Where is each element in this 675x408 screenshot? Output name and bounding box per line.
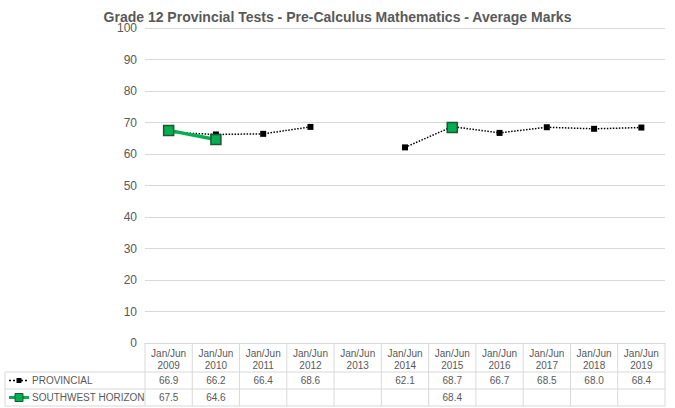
svg-text:2019: 2019 [630, 360, 653, 371]
svg-text:2014: 2014 [394, 360, 417, 371]
svg-text:2013: 2013 [347, 360, 370, 371]
svg-text:20: 20 [124, 273, 138, 287]
svg-text:70: 70 [124, 116, 138, 130]
svg-text:Jan/Jun: Jan/Jun [624, 348, 659, 359]
svg-text:2009: 2009 [158, 360, 181, 371]
svg-text:68.5: 68.5 [537, 375, 557, 386]
svg-text:30: 30 [124, 242, 138, 256]
svg-text:Grade 12 Provincial Tests - Pr: Grade 12 Provincial Tests - Pre-Calculus… [104, 9, 572, 25]
svg-text:64.6: 64.6 [206, 392, 226, 403]
svg-text:Jan/Jun: Jan/Jun [246, 348, 281, 359]
svg-text:2018: 2018 [583, 360, 606, 371]
svg-text:50: 50 [124, 179, 138, 193]
svg-text:SOUTHWEST HORIZON: SOUTHWEST HORIZON [32, 392, 145, 403]
svg-text:2010: 2010 [205, 360, 228, 371]
svg-text:66.2: 66.2 [206, 375, 226, 386]
svg-text:PROVINCIAL: PROVINCIAL [32, 375, 93, 386]
svg-text:Jan/Jun: Jan/Jun [151, 348, 186, 359]
svg-text:80: 80 [124, 84, 138, 98]
svg-text:Jan/Jun: Jan/Jun [340, 348, 375, 359]
svg-text:66.9: 66.9 [159, 375, 179, 386]
svg-text:68.6: 68.6 [301, 375, 321, 386]
svg-text:40: 40 [124, 210, 138, 224]
svg-text:68.4: 68.4 [443, 392, 463, 403]
svg-text:2015: 2015 [441, 360, 464, 371]
svg-text:68.7: 68.7 [443, 375, 463, 386]
svg-text:Jan/Jun: Jan/Jun [387, 348, 422, 359]
svg-text:66.7: 66.7 [490, 375, 510, 386]
svg-text:Jan/Jun: Jan/Jun [293, 348, 328, 359]
svg-text:2016: 2016 [488, 360, 511, 371]
svg-text:2017: 2017 [536, 360, 559, 371]
svg-text:Jan/Jun: Jan/Jun [577, 348, 612, 359]
svg-text:62.1: 62.1 [395, 375, 415, 386]
svg-text:2011: 2011 [252, 360, 274, 371]
svg-text:68.4: 68.4 [632, 375, 652, 386]
svg-text:0: 0 [130, 336, 137, 350]
svg-text:Jan/Jun: Jan/Jun [198, 348, 233, 359]
svg-text:90: 90 [124, 53, 138, 67]
svg-text:68.0: 68.0 [584, 375, 604, 386]
svg-text:100: 100 [117, 21, 137, 35]
svg-text:2012: 2012 [299, 360, 322, 371]
svg-text:66.4: 66.4 [253, 375, 273, 386]
svg-text:Jan/Jun: Jan/Jun [435, 348, 470, 359]
svg-text:10: 10 [124, 305, 138, 319]
svg-text:60: 60 [124, 147, 138, 161]
svg-text:Jan/Jun: Jan/Jun [482, 348, 517, 359]
svg-text:Jan/Jun: Jan/Jun [529, 348, 564, 359]
svg-text:67.5: 67.5 [159, 392, 179, 403]
